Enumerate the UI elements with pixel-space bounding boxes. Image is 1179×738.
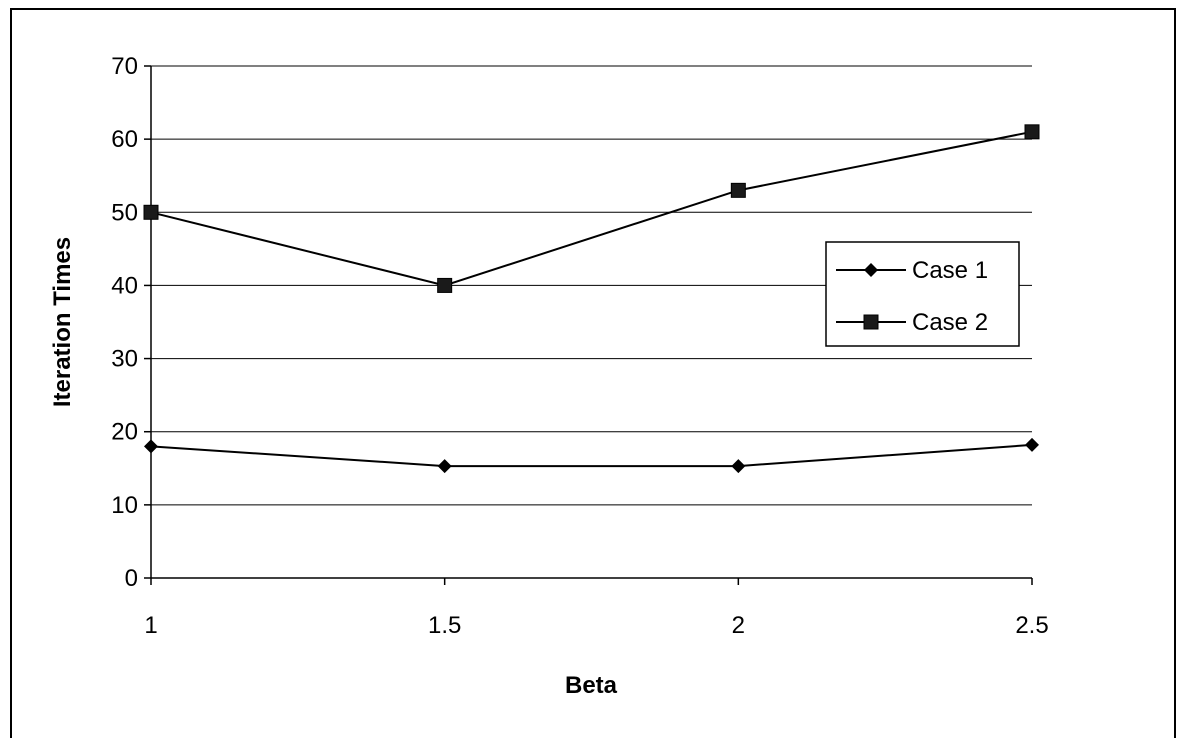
y-tick-label: 70	[111, 53, 138, 80]
y-tick-label: 40	[111, 272, 138, 299]
y-tick-label: 20	[111, 419, 138, 446]
legend-marker	[863, 314, 879, 330]
y-tick-label: 0	[125, 565, 138, 592]
x-axis-ticks: 1 1.5 2 2.5	[144, 578, 1049, 639]
data-point	[730, 182, 746, 198]
gridlines	[151, 65, 1032, 506]
series-1	[144, 437, 1039, 474]
series-layer	[143, 124, 1040, 474]
legend-item: Case 2	[836, 309, 988, 336]
y-tick-label: 30	[111, 346, 138, 373]
data-point	[437, 459, 452, 474]
x-tick-label: 2	[732, 612, 745, 639]
y-axis-ticks: 0 10 20 30 40 50 60 70	[111, 53, 151, 592]
legend-label: Case 2	[912, 309, 988, 336]
data-point	[143, 204, 159, 220]
legend-marker	[864, 263, 878, 277]
series-line	[150, 130, 1033, 287]
series-2	[143, 124, 1040, 293]
y-tick-label: 60	[111, 126, 138, 153]
x-tick-label: 2.5	[1015, 612, 1048, 639]
data-point	[1025, 437, 1039, 452]
legend-box	[825, 241, 1020, 347]
x-tick-label: 1	[144, 612, 157, 639]
x-tick-label: 1.5	[428, 612, 461, 639]
data-point	[144, 439, 158, 454]
data-point	[437, 277, 453, 293]
series-line	[150, 443, 1033, 468]
legend-label: Case 1	[912, 257, 988, 284]
y-tick-label: 10	[111, 492, 138, 519]
y-tick-label: 50	[111, 199, 138, 226]
data-point	[1024, 124, 1040, 140]
legend: Case 1 Case 2	[825, 241, 1020, 347]
x-axis-title: Beta	[565, 672, 618, 699]
legend-item: Case 1	[836, 257, 988, 284]
data-point	[731, 459, 746, 474]
y-axis-title: Iteration Times	[49, 237, 76, 407]
chart-frame	[10, 8, 1176, 738]
